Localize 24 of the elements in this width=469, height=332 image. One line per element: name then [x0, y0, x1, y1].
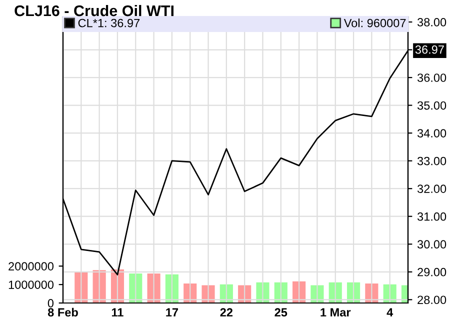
x-tick-label: 25 [274, 308, 288, 317]
x-tick-label: 4 [386, 308, 394, 316]
y2-tick-label: 36.00 [417, 74, 446, 82]
x-tick-label: 17 [166, 308, 178, 316]
chart-title: CLJ16 - Crude Oil WTI [14, 4, 174, 16]
y2-tick-label: 35.00 [417, 101, 446, 110]
y2-tick-label: 31.00 [417, 212, 446, 221]
y2-tick-label: 33.00 [417, 156, 446, 166]
y-tick-label: 0 [48, 299, 54, 308]
x-tick-label: 1 Mar [320, 308, 351, 317]
y2-tick-label: 29.00 [418, 268, 446, 276]
x-tick-label: 11 [112, 308, 124, 316]
y-tick-label: 2000000 [8, 262, 54, 270]
x-tick-label: 8 Feb [48, 308, 78, 317]
y-tick-label: 1000000 [8, 280, 54, 289]
y2-tick-label: 34.00 [417, 129, 446, 138]
y2-tick-label: 32.00 [417, 184, 446, 193]
y2-tick-label: 30.00 [417, 240, 446, 249]
y2-tick-label: 38.00 [417, 18, 446, 26]
x-tick-label: 22 [220, 308, 233, 316]
legend-label: Vol: 960007 [344, 18, 406, 28]
text: 36.97 [415, 45, 444, 54]
legend-label: CL*1: 36.97 [78, 18, 140, 28]
y2-tick-label: 28.00 [418, 296, 446, 304]
